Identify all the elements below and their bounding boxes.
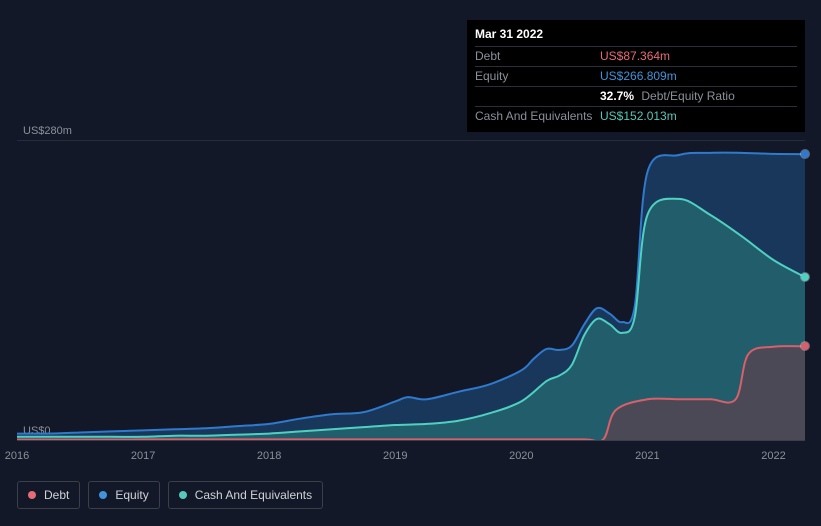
legend-label: Equity [115,488,148,502]
tooltip-value: US$87.364m [600,48,670,65]
tooltip-row-cash: Cash And Equivalents US$152.013m [475,106,797,126]
legend-label: Cash And Equivalents [195,488,312,502]
x-axis-tick: 2018 [257,450,281,462]
tooltip-row-debt: Debt US$87.364m [475,46,797,66]
tooltip-row-ratio: 32.7% Debt/Equity Ratio [475,86,797,106]
tooltip-label: Cash And Equivalents [475,108,600,125]
tooltip-value: US$152.013m [600,108,677,125]
legend-item-debt[interactable]: Debt [17,481,80,509]
chart-legend: Debt Equity Cash And Equivalents [17,481,323,509]
legend-dot-equity [99,491,107,499]
series-end-dot-cash [801,273,809,281]
tooltip-row-equity: Equity US$266.809m [475,66,797,86]
legend-label: Debt [44,488,69,502]
tooltip-title: Mar 31 2022 [475,26,797,46]
chart-svg [17,140,805,440]
x-axis-tick: 2022 [761,450,785,462]
tooltip-value: US$266.809m [600,68,677,85]
ratio-label: Debt/Equity Ratio [641,89,734,103]
x-axis-line [17,440,805,441]
tooltip-label: Equity [475,68,600,85]
chart-tooltip: Mar 31 2022 Debt US$87.364m Equity US$26… [467,20,805,132]
legend-item-cash[interactable]: Cash And Equivalents [168,481,323,509]
x-axis-tick: 2017 [131,450,155,462]
tooltip-label [475,88,600,105]
legend-item-equity[interactable]: Equity [88,481,159,509]
series-end-dot-debt [801,342,809,350]
x-axis-tick: 2020 [509,450,533,462]
y-axis-label-top: US$280m [23,125,72,137]
legend-dot-cash [179,491,187,499]
tooltip-label: Debt [475,48,600,65]
x-axis-tick: 2021 [635,450,659,462]
series-end-dot-equity [801,150,809,158]
chart-area[interactable] [17,140,805,440]
legend-dot-debt [28,491,36,499]
ratio-strong: 32.7% [600,89,634,103]
tooltip-ratio: 32.7% Debt/Equity Ratio [600,88,735,105]
x-axis-tick: 2019 [383,450,407,462]
x-axis-tick: 2016 [5,450,29,462]
